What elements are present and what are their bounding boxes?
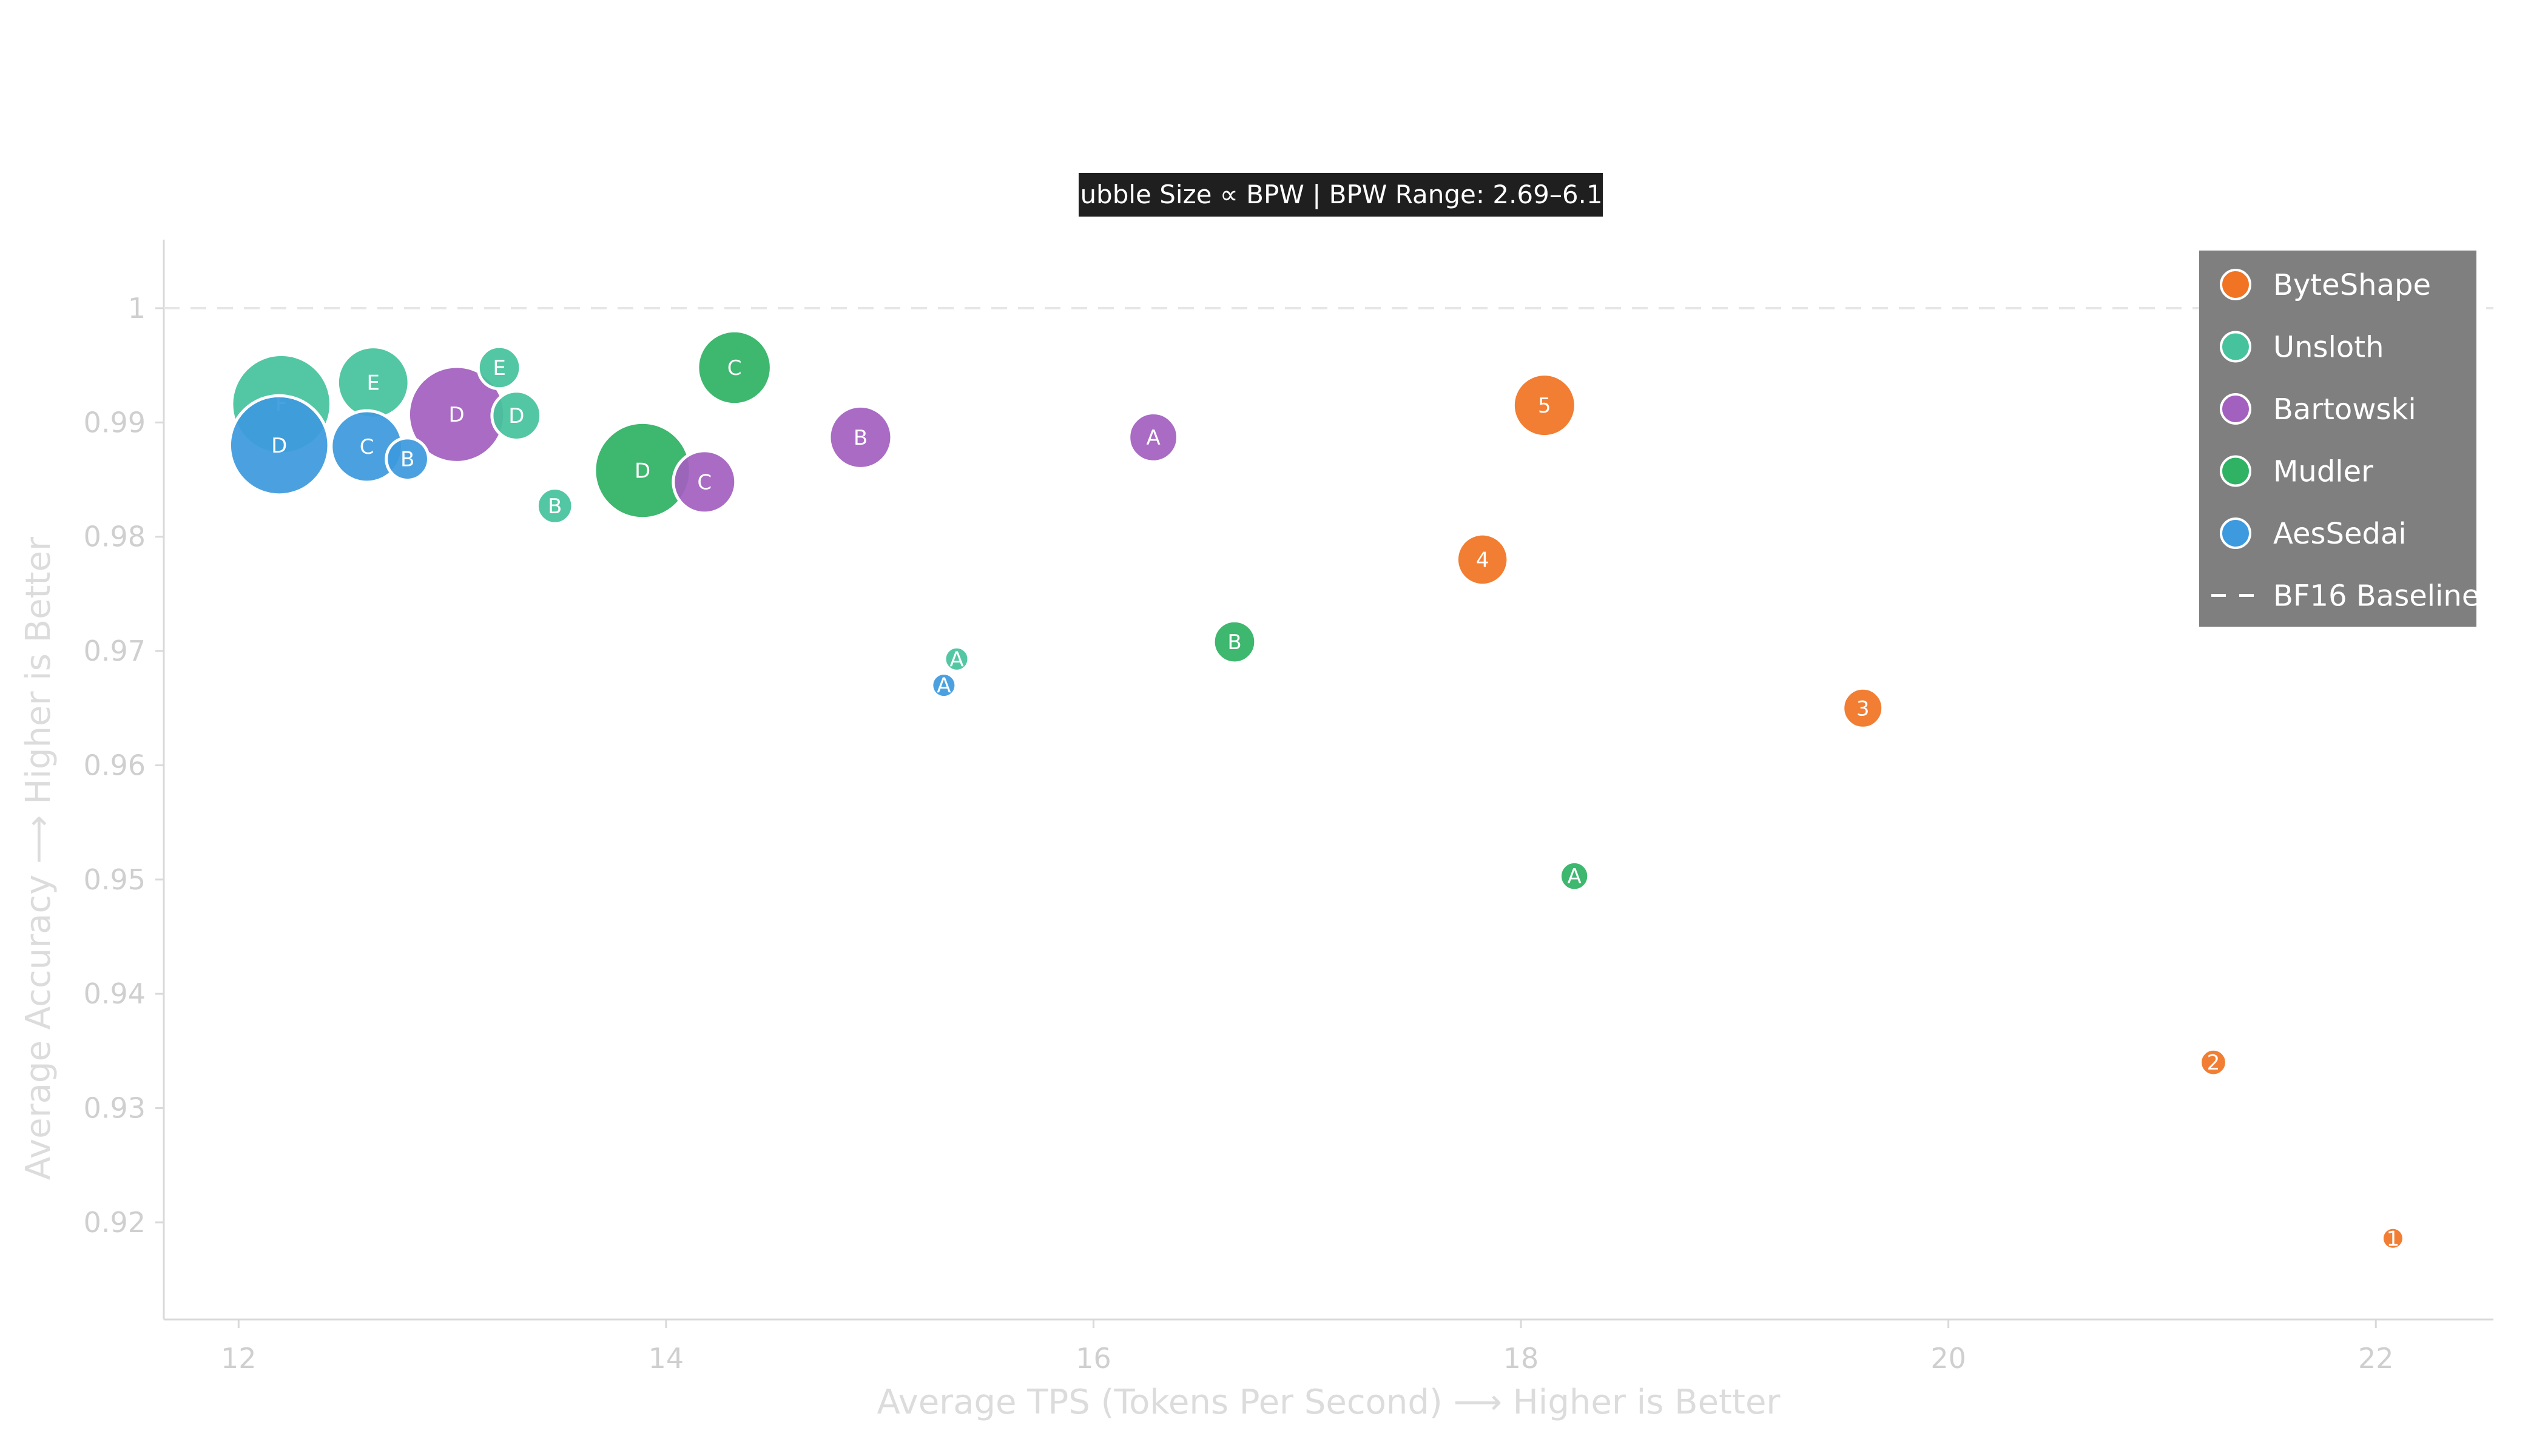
- legend-marker-unsloth: [2220, 331, 2251, 363]
- byteshape-bubble-label: 3: [1856, 696, 1870, 721]
- mudler-bubble-A: [1558, 860, 1591, 892]
- bartowski-bubble-label: D: [449, 403, 465, 427]
- bartowski-bubble-label: A: [1146, 426, 1160, 450]
- byteshape-bubble-3: [1841, 686, 1885, 730]
- legend-label-mudler: Mudler: [2273, 455, 2373, 489]
- unsloth-bubble-label: E: [367, 371, 380, 395]
- annotation-text: Bubble Size ∝ BPW | BPW Range: 2.69–6.14: [1063, 180, 1619, 209]
- bartowski-bubble-label: C: [697, 470, 712, 494]
- aessedai-bubble-label: C: [360, 435, 374, 459]
- aessedai-bubble-A: [930, 672, 958, 699]
- y-tick-label: 0.95: [84, 863, 146, 896]
- legend-background: [2199, 251, 2476, 627]
- bubbles-layer: FDDDCEC5CB4DAEBB3BA2AA1: [228, 329, 2405, 1251]
- legend-marker-bartowski: [2220, 393, 2251, 425]
- legend-label-byteshape: ByteShape: [2273, 268, 2431, 302]
- annotation-banner: Bubble Size ∝ BPW | BPW Range: 2.69–6.14: [1063, 173, 1619, 217]
- y-tick-label: 0.94: [84, 977, 146, 1010]
- byteshape-bubble-label: 1: [2387, 1227, 2400, 1251]
- byteshape-bubble-4: [1455, 532, 1510, 587]
- y-axis-title: Average Accuracy ⟶ Higher is Better: [19, 536, 58, 1180]
- legend: ByteShape Unsloth Bartowski Mudler AesSedai B…: [2199, 251, 2479, 627]
- x-tick-label: 22: [2358, 1342, 2394, 1375]
- legend-marker-byteshape: [2220, 269, 2251, 300]
- legend-label-bartowski: Bartowski: [2273, 393, 2416, 426]
- byteshape-bubble-label: 4: [1476, 548, 1489, 572]
- x-tick-label: 16: [1076, 1342, 1111, 1375]
- unsloth-bubble-A: [943, 645, 971, 673]
- x-tick-label: 12: [221, 1342, 257, 1375]
- x-tick-label: 20: [1930, 1342, 1966, 1375]
- unsloth-bubble-label: E: [493, 356, 505, 380]
- unsloth-bubble-B: [535, 487, 575, 525]
- bartowski-bubble-A: [1127, 411, 1180, 463]
- y-tick-label: 0.93: [84, 1092, 146, 1125]
- y-tick-label: 0.99: [84, 406, 146, 439]
- legend-marker-mudler: [2220, 455, 2251, 487]
- legend-label-aessedai: AesSedai: [2273, 517, 2407, 551]
- unsloth-bubble-label: B: [548, 494, 562, 519]
- y-tick-label: 1: [128, 292, 146, 325]
- mudler-bubble-label: B: [1227, 630, 1241, 655]
- legend-marker-aessedai: [2220, 517, 2251, 549]
- mudler-bubble-B: [1212, 619, 1258, 665]
- unsloth-bubble-E: [476, 345, 522, 391]
- aessedai-bubble-D: [228, 394, 331, 497]
- aessedai-bubble-B: [385, 436, 430, 482]
- x-tick-label: 14: [649, 1342, 684, 1375]
- bartowski-bubble-B: [827, 404, 894, 470]
- y-tick-label: 0.92: [84, 1206, 146, 1239]
- annotation-background: [1079, 173, 1603, 217]
- y-tick-label: 0.97: [84, 635, 146, 667]
- x-tick-label: 18: [1503, 1342, 1539, 1375]
- byteshape-bubble-1: [2380, 1225, 2405, 1251]
- byteshape-bubble-label: 2: [2207, 1051, 2220, 1075]
- x-axis-title: Average TPS (Tokens Per Second) ⟶ Higher…: [877, 1383, 1781, 1422]
- aessedai-bubble-label: A: [937, 674, 951, 698]
- unsloth-bubble-D: [490, 389, 543, 442]
- bartowski-bubble-C: [672, 449, 738, 515]
- bartowski-bubble-label: B: [854, 426, 868, 450]
- y-tick-label: 0.96: [84, 749, 146, 781]
- unsloth-bubble-label: A: [949, 647, 963, 672]
- aessedai-bubble-label: B: [400, 448, 414, 472]
- mudler-bubble-label: A: [1568, 864, 1582, 889]
- mudler-bubble-label: D: [635, 459, 650, 483]
- axes: 12 14 16 18 20 220.920.930.940.950.960.970.98…: [84, 240, 2493, 1375]
- legend-label-bf16-baseline: BF16 Baseline: [2273, 579, 2479, 613]
- byteshape-bubble-label: 5: [1538, 394, 1551, 418]
- mudler-bubble-label: C: [727, 356, 742, 380]
- y-tick-label: 0.98: [84, 521, 146, 553]
- byteshape-bubble-5: [1511, 372, 1577, 439]
- unsloth-bubble-label: D: [508, 404, 524, 428]
- mudler-bubble-C: [696, 329, 773, 406]
- legend-label-unsloth: Unsloth: [2273, 331, 2384, 365]
- aessedai-bubble-label: D: [271, 434, 287, 458]
- byteshape-bubble-2: [2199, 1047, 2228, 1077]
